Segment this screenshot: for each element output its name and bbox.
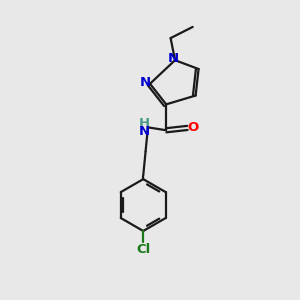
Text: N: N	[139, 125, 150, 138]
Text: H: H	[139, 117, 150, 130]
Text: N: N	[140, 76, 151, 89]
Text: O: O	[187, 122, 198, 134]
Text: Cl: Cl	[136, 243, 150, 256]
Text: N: N	[168, 52, 179, 64]
